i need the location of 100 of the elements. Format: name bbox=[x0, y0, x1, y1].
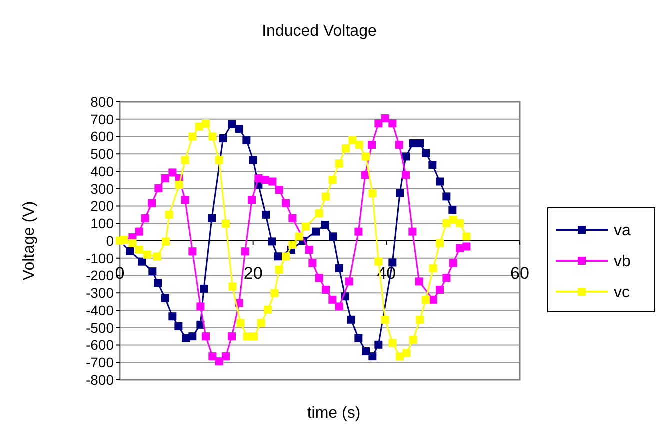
point bbox=[422, 296, 430, 304]
point bbox=[126, 247, 134, 256]
point bbox=[168, 168, 177, 177]
point bbox=[402, 152, 410, 161]
point bbox=[362, 152, 370, 161]
point bbox=[262, 210, 270, 219]
point bbox=[264, 306, 272, 314]
y-tick-label: -700 bbox=[86, 354, 114, 371]
point bbox=[442, 274, 451, 282]
point bbox=[222, 220, 230, 228]
y-tick-label: -400 bbox=[86, 302, 114, 318]
point bbox=[148, 199, 156, 208]
point bbox=[248, 196, 256, 204]
point bbox=[442, 219, 451, 228]
point bbox=[282, 252, 290, 261]
point bbox=[328, 176, 337, 184]
point bbox=[381, 316, 390, 324]
point bbox=[138, 258, 146, 266]
point bbox=[448, 206, 457, 214]
point bbox=[196, 302, 205, 311]
y-tick-label: 0 bbox=[106, 232, 114, 249]
point bbox=[274, 252, 282, 261]
point bbox=[228, 332, 236, 341]
point bbox=[416, 316, 424, 324]
point bbox=[429, 264, 438, 272]
point bbox=[181, 156, 190, 164]
point bbox=[175, 181, 184, 190]
point bbox=[153, 252, 162, 261]
x-axis-title: time (s) bbox=[307, 405, 361, 422]
y-tick-label: 100 bbox=[90, 216, 114, 232]
y-tick-label: -800 bbox=[86, 372, 114, 388]
point bbox=[188, 332, 197, 341]
x-tick-label: 20 bbox=[244, 264, 263, 283]
legend-label: vc bbox=[614, 284, 630, 302]
point bbox=[154, 184, 163, 192]
point bbox=[322, 286, 330, 294]
point bbox=[135, 228, 144, 236]
point bbox=[388, 339, 397, 348]
point bbox=[355, 141, 364, 150]
point bbox=[396, 189, 404, 198]
point bbox=[215, 156, 224, 164]
point bbox=[428, 161, 437, 170]
point bbox=[275, 186, 284, 194]
point bbox=[335, 160, 344, 168]
point bbox=[148, 268, 157, 276]
point bbox=[235, 125, 244, 134]
point bbox=[354, 228, 363, 236]
point bbox=[374, 120, 383, 128]
point bbox=[288, 240, 297, 249]
point bbox=[354, 334, 363, 342]
point bbox=[200, 284, 208, 293]
point bbox=[154, 279, 162, 288]
point bbox=[242, 136, 251, 144]
point bbox=[329, 232, 338, 241]
point bbox=[257, 319, 266, 328]
point bbox=[143, 250, 152, 259]
point bbox=[208, 214, 216, 222]
point bbox=[395, 141, 404, 150]
y-tick-label: -100 bbox=[86, 250, 114, 266]
point bbox=[449, 259, 458, 268]
point bbox=[368, 141, 376, 150]
point bbox=[436, 178, 444, 186]
y-tick-label: 500 bbox=[90, 146, 114, 162]
point bbox=[208, 132, 217, 141]
point bbox=[312, 228, 320, 236]
y-tick-label: 800 bbox=[90, 94, 114, 110]
point bbox=[219, 134, 228, 142]
point bbox=[388, 120, 397, 128]
point bbox=[188, 132, 197, 141]
point bbox=[228, 120, 236, 128]
point bbox=[275, 266, 284, 274]
y-tick-label: -300 bbox=[86, 285, 114, 302]
y-tick-label: 300 bbox=[90, 180, 114, 197]
point bbox=[161, 174, 170, 182]
point bbox=[295, 232, 304, 241]
point bbox=[347, 316, 356, 324]
point bbox=[241, 248, 250, 256]
point bbox=[250, 332, 258, 341]
point bbox=[415, 278, 424, 286]
point bbox=[208, 352, 217, 361]
point bbox=[345, 278, 354, 286]
point bbox=[368, 352, 377, 361]
point bbox=[141, 214, 150, 222]
point bbox=[254, 174, 263, 182]
point bbox=[168, 312, 177, 321]
point bbox=[416, 140, 424, 148]
point bbox=[335, 264, 344, 272]
point bbox=[315, 274, 324, 282]
point bbox=[409, 336, 418, 344]
point bbox=[402, 349, 411, 358]
point bbox=[268, 238, 276, 246]
point bbox=[456, 219, 464, 228]
point bbox=[215, 358, 224, 366]
point bbox=[442, 192, 451, 201]
point bbox=[236, 319, 245, 328]
y-tick-label: 200 bbox=[90, 198, 114, 214]
point bbox=[335, 302, 344, 311]
point bbox=[308, 259, 317, 268]
y-tick-label: -200 bbox=[86, 268, 114, 284]
point bbox=[362, 348, 370, 356]
